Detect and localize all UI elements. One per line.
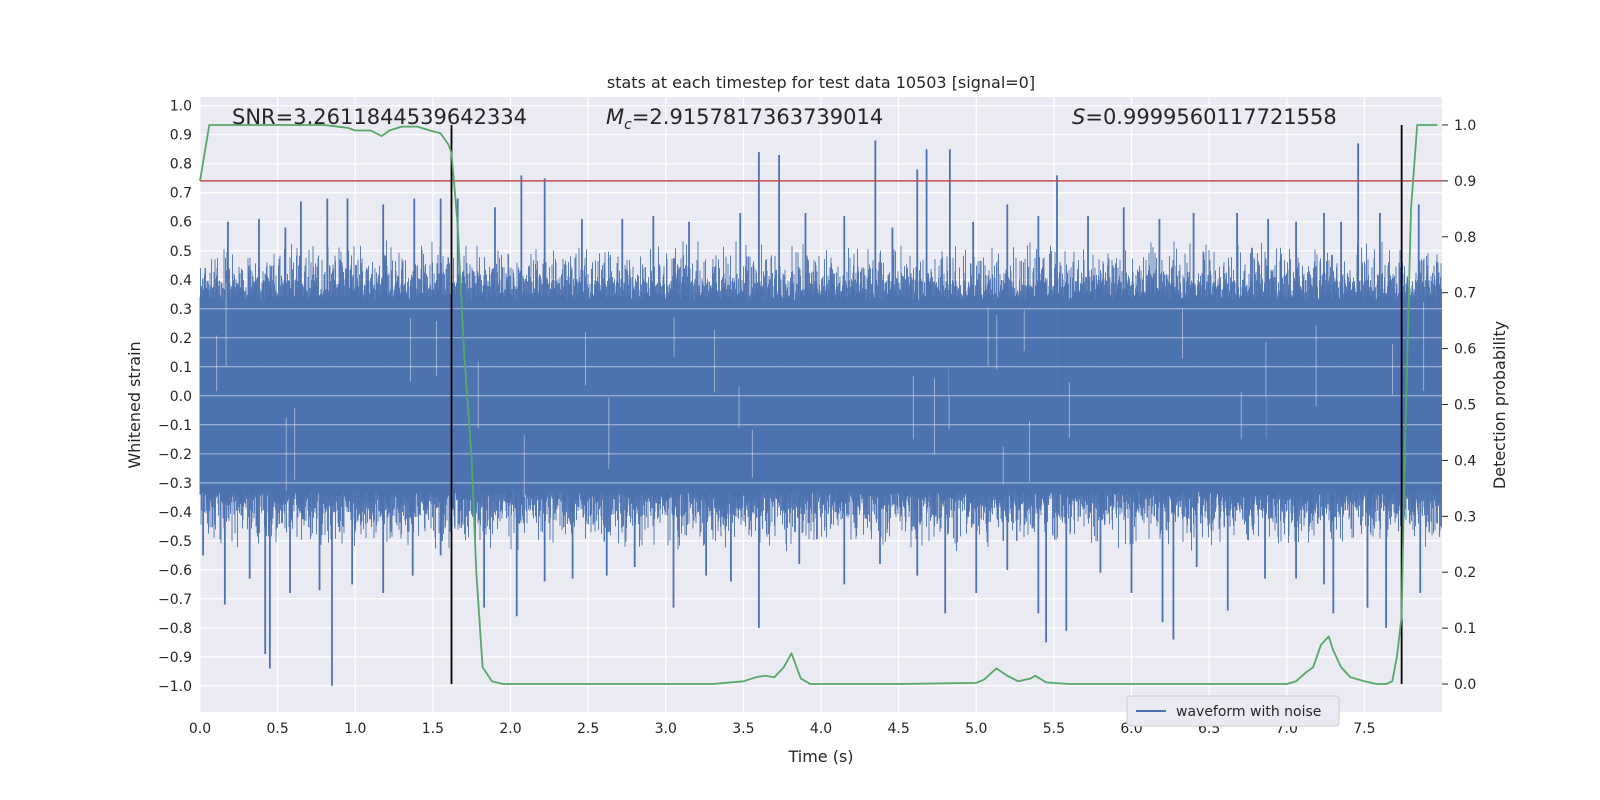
y-left-tick-label: 0.3	[170, 302, 192, 318]
y-left-tick-label: −0.2	[158, 447, 192, 463]
y-left-tick-label: 0.5	[170, 244, 192, 260]
y-left-tick-label: −0.1	[158, 418, 192, 434]
x-tick-label: 3.5	[732, 721, 754, 737]
y-left-tick-label: 0.0	[170, 389, 192, 405]
chart-title: stats at each timestep for test data 105…	[607, 73, 1035, 92]
snr-annotation: SNR=3.2611844539642334	[232, 105, 527, 129]
y-left-tick-label: 0.2	[170, 331, 192, 347]
x-tick-label: 1.5	[422, 721, 444, 737]
y-left-tick-label: −0.8	[158, 621, 192, 637]
y-left-tick-label: 0.4	[170, 273, 192, 289]
y-left-tick-label: −0.7	[158, 592, 192, 608]
probability-line	[199, 124, 1438, 685]
x-tick-label: 3.0	[655, 721, 677, 737]
legend: waveform with noise	[1126, 695, 1340, 727]
y-right-tick-label: 0.5	[1454, 398, 1476, 414]
overlay-lines	[199, 124, 1442, 685]
y-right-tick-label: 0.9	[1454, 174, 1476, 190]
y-axis-left-ticks: 1.0 0.9 0.8 0.7 0.6 0.5 0.4 0.3 0.2 0.1 0.0 −0.1 −0.…	[158, 99, 192, 695]
chirp-mass-subscript: c	[624, 117, 632, 133]
y-right-tick-label: 0.2	[1454, 565, 1476, 581]
y-left-tick-label: 0.9	[170, 128, 192, 144]
y-right-tick-label: 0.0	[1454, 677, 1476, 693]
y-right-tick-label: 0.6	[1454, 342, 1476, 358]
x-tick-label: 7.5	[1353, 721, 1375, 737]
y-axis-right-ticks: 1.0 0.9 0.8 0.7 0.6 0.5 0.4 0.3 0.2 0.1 0.0	[1442, 118, 1476, 693]
x-axis-label: Time (s)	[787, 747, 853, 766]
y-left-tick-label: 1.0	[170, 99, 192, 115]
x-tick-label: 5.0	[965, 721, 987, 737]
x-tick-label: 4.0	[810, 721, 832, 737]
y-left-tick-label: −0.3	[158, 476, 192, 492]
y-axis-label-left: Whitened strain	[125, 341, 144, 468]
y-left-tick-label: 0.8	[170, 157, 192, 173]
x-tick-label: 1.0	[344, 721, 366, 737]
y-left-tick-label: −1.0	[158, 679, 192, 695]
x-tick-label: 4.5	[887, 721, 909, 737]
chirp-mass-symbol: M	[606, 105, 624, 129]
y-left-tick-label: 0.1	[170, 360, 192, 376]
x-tick-label: 0.5	[266, 721, 288, 737]
y-right-tick-label: 0.3	[1454, 509, 1476, 525]
x-tick-label: 2.5	[577, 721, 599, 737]
y-left-tick-label: −0.4	[158, 505, 192, 521]
y-left-tick-label: −0.9	[158, 650, 192, 666]
y-right-tick-label: 0.8	[1454, 230, 1476, 246]
legend-box	[1126, 695, 1340, 727]
y-left-tick-label: −0.6	[158, 563, 192, 579]
waveform-series	[199, 140, 1442, 686]
y-right-tick-label: 0.1	[1454, 621, 1476, 637]
waveform-notches	[216, 282, 1425, 498]
y-left-tick-label: 0.6	[170, 215, 192, 231]
x-tick-label: 0.0	[189, 721, 211, 737]
score-symbol: S	[1072, 105, 1085, 129]
score-value: =0.9999560117721558	[1085, 105, 1336, 129]
chirp-mass-value: =2.9157817363739014	[632, 105, 883, 129]
y-left-tick-label: 0.7	[170, 186, 192, 202]
y-right-tick-label: 1.0	[1454, 118, 1476, 134]
y-right-tick-label: 0.4	[1454, 453, 1476, 469]
x-tick-label: 5.5	[1043, 721, 1065, 737]
y-right-tick-label: 0.7	[1454, 286, 1476, 302]
x-tick-label: 2.0	[499, 721, 521, 737]
y-left-tick-label: −0.5	[158, 534, 192, 550]
y-axis-label-right: Detection probability	[1490, 321, 1509, 489]
legend-label: waveform with noise	[1176, 704, 1321, 720]
chirp-mass-annotation: Mc=2.9157817363739014	[606, 105, 883, 133]
score-annotation: S=0.9999560117721558	[1072, 105, 1337, 129]
